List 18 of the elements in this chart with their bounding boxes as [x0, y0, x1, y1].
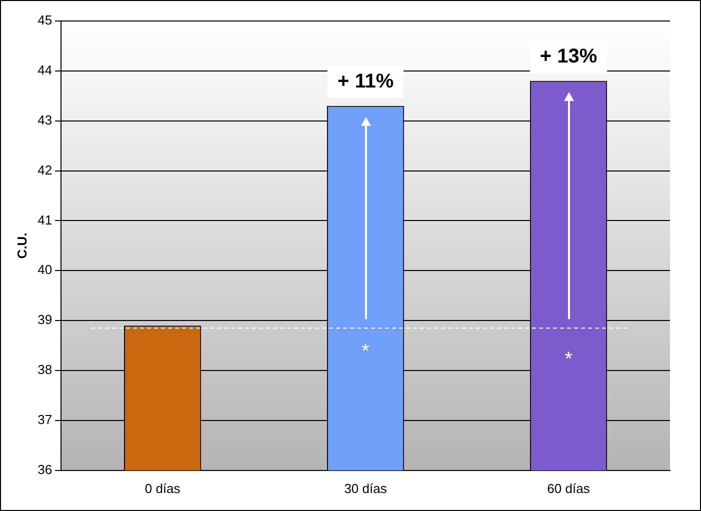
- y-tick-label: 36: [38, 462, 52, 477]
- y-tick-label: 41: [38, 212, 52, 228]
- x-tick-label: 0 días: [144, 480, 181, 496]
- y-tick-label: 39: [38, 312, 52, 328]
- y-tick-label: 44: [38, 62, 52, 78]
- y-tick-label: 38: [38, 362, 52, 378]
- annotation: + 13%: [540, 45, 598, 68]
- y-tick-label: 42: [38, 162, 52, 178]
- annotation: + 11%: [337, 70, 394, 92]
- y-tick-label: 40: [38, 262, 52, 278]
- y-axis-title: C.U.: [14, 232, 30, 259]
- annotation: *: [362, 340, 370, 363]
- x-tick-label: 30 días: [344, 480, 388, 496]
- y-tick-label: 45: [38, 12, 52, 28]
- annotation: *: [564, 348, 573, 371]
- y-tick-label: 37: [38, 412, 52, 428]
- x-tick-label: 60 días: [547, 480, 590, 496]
- y-tick-label: 43: [38, 112, 52, 128]
